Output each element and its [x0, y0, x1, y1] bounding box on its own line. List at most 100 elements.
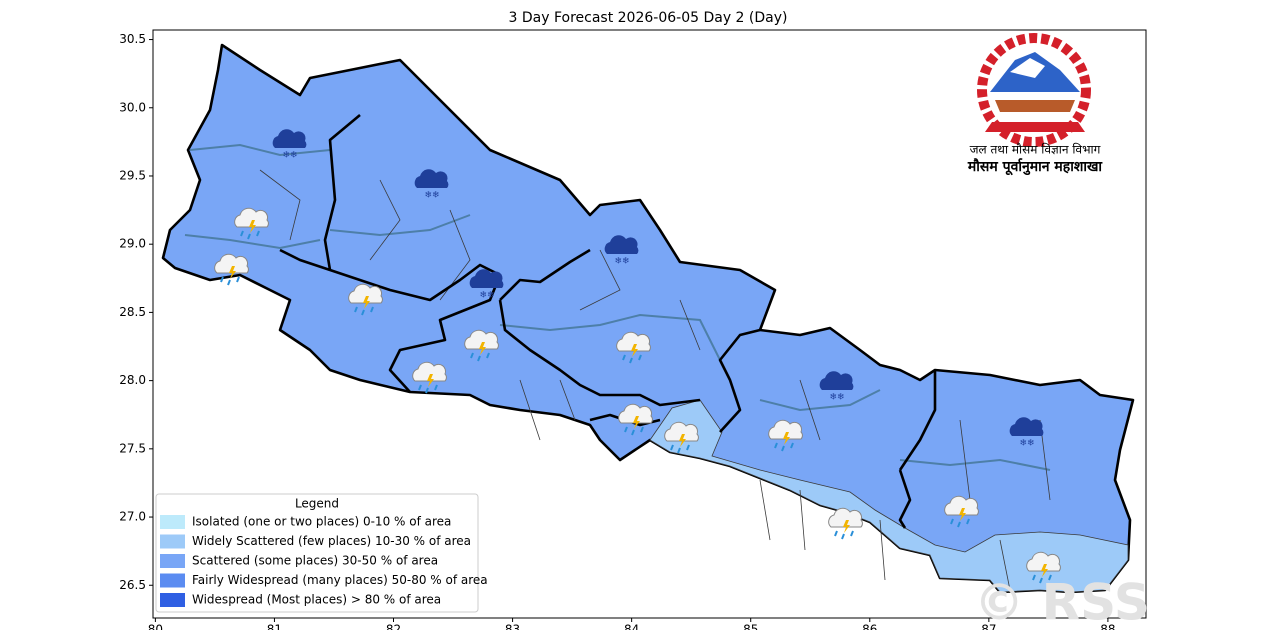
flakes: ❄❄	[614, 257, 629, 267]
bolt	[1041, 564, 1048, 577]
legend-label: Isolated (one or two places) 0-10 % of a…	[192, 515, 451, 529]
storm-icon	[1026, 551, 1061, 584]
zone-border	[184, 143, 1051, 471]
flakes: ❄❄	[829, 393, 844, 403]
cloud	[828, 507, 863, 528]
storm-icon	[234, 207, 269, 240]
axes-frame	[152, 29, 1147, 619]
cloud	[412, 361, 447, 382]
snow-icon: ❄❄	[1009, 417, 1044, 449]
bolt	[631, 344, 638, 357]
cloud	[234, 207, 269, 228]
cloud	[272, 129, 307, 148]
bolt	[843, 520, 850, 533]
x-tick-label: 84	[624, 623, 639, 630]
x-tick-label: 87	[981, 623, 996, 630]
x-tick-label: 80	[148, 623, 163, 630]
chart-title: 3 Day Forecast 2026-06-05 Day 2 (Day)	[509, 10, 788, 26]
bolt	[679, 434, 686, 447]
cloud	[414, 169, 449, 188]
x-tick-label: 83	[505, 623, 520, 630]
snow-icon: ❄❄	[604, 235, 639, 267]
y-tick-label: 28.5	[119, 305, 146, 319]
rain	[622, 354, 642, 364]
cloud	[1026, 551, 1061, 572]
rain	[834, 530, 854, 540]
rain	[240, 230, 260, 240]
y-tick-label: 28.0	[119, 373, 146, 387]
y-tick-label: 29.0	[119, 237, 146, 251]
division-name: मौसम पूर्वानुमान महाशाखा	[967, 158, 1104, 176]
legend-swatch	[160, 573, 185, 588]
storm-icon	[944, 495, 979, 528]
rain	[470, 352, 490, 362]
legend-title: Legend	[295, 497, 339, 511]
cloud	[618, 403, 653, 424]
cloud	[1009, 417, 1044, 436]
legend-label: Scattered (some places) 30-50 % of area	[192, 554, 438, 568]
watermark: © RSS	[974, 574, 1150, 630]
rain	[354, 306, 374, 316]
district-border	[259, 169, 1051, 591]
storm-icon	[618, 403, 653, 436]
storm-icon	[664, 421, 699, 454]
snow-icon: ❄❄	[819, 371, 854, 403]
bolt	[783, 432, 790, 445]
flakes: ❄❄	[1019, 439, 1034, 449]
x-tick-label: 85	[743, 623, 758, 630]
cloud	[348, 283, 383, 304]
cloud	[469, 269, 504, 288]
bolt	[363, 296, 370, 309]
flakes: ❄❄	[424, 191, 439, 201]
storm-icon	[348, 283, 383, 316]
x-tick-label: 86	[862, 623, 877, 630]
rain	[774, 442, 794, 452]
storm-icon	[768, 419, 803, 452]
bolt	[229, 266, 236, 279]
storm-icon	[616, 331, 651, 364]
y-tick-label: 30.0	[119, 100, 146, 114]
legend: Legend Isolated (one or two places) 0-10…	[155, 493, 488, 613]
bolt	[479, 342, 486, 355]
weather-icons: ❄❄ ❄❄ ❄❄ ❄❄ ❄❄ ❄❄	[214, 129, 1061, 584]
cloud	[819, 371, 854, 390]
logo	[977, 33, 1091, 147]
legend-swatch	[160, 515, 185, 529]
cloud	[214, 253, 249, 274]
agency-name: जल तथा मौसम विज्ञान विभाग	[970, 143, 1101, 157]
bolt	[427, 374, 434, 387]
cloud	[944, 495, 979, 516]
storm-icon	[214, 253, 249, 286]
map	[161, 43, 1135, 594]
legend-label: Widely Scattered (few places) 10-30 % of…	[192, 534, 471, 548]
y-tick-label: 27.5	[119, 441, 146, 455]
legend-swatch	[160, 554, 185, 568]
rain	[670, 444, 690, 454]
rain	[950, 518, 970, 528]
legend-swatch	[160, 534, 185, 549]
cloud	[664, 421, 699, 442]
x-tick-label: 81	[267, 623, 282, 630]
y-tick-label: 30.5	[119, 32, 146, 46]
storm-icon	[828, 507, 863, 540]
legend-swatch	[160, 593, 185, 607]
rain	[418, 384, 438, 394]
cloud	[768, 419, 803, 440]
flakes: ❄❄	[282, 151, 297, 161]
flakes: ❄❄	[479, 291, 494, 301]
light-zone	[649, 399, 1129, 593]
cloud	[616, 331, 651, 352]
cloud	[464, 329, 499, 350]
rain	[220, 276, 240, 286]
bolt	[633, 416, 640, 429]
snow-icon: ❄❄	[414, 169, 449, 201]
snow-icon: ❄❄	[272, 129, 307, 161]
rain	[624, 426, 644, 436]
storm-icon	[412, 361, 447, 394]
y-tick-label: 27.0	[119, 510, 146, 524]
x-tick-label: 82	[386, 623, 401, 630]
legend-label: Widespread (Most places) > 80 % of area	[192, 593, 441, 607]
storm-icon	[464, 329, 499, 362]
rain	[1032, 574, 1052, 584]
